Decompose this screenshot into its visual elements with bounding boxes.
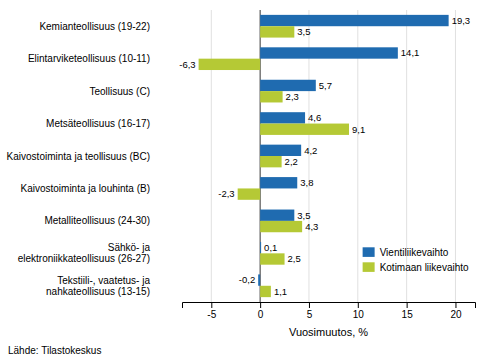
grid-line xyxy=(455,10,456,302)
legend: Vientiliikevaihto Kotimaan liikevaihto xyxy=(363,247,469,273)
data-label: 3,5 xyxy=(297,26,310,37)
tick-mark xyxy=(309,302,310,308)
data-label: 19,3 xyxy=(452,15,471,26)
data-label: -2,3 xyxy=(218,188,234,199)
grid-line xyxy=(211,10,212,302)
tick: Metsäteollisuus (16-17) xyxy=(46,118,150,129)
tick-mark xyxy=(211,302,212,308)
bar xyxy=(260,210,294,221)
data-label: 4,2 xyxy=(304,145,317,156)
legend-label: Kotimaan liikevaihto xyxy=(380,262,469,273)
tick: Tekstiili-, vaatetus- janahkateollisuus … xyxy=(46,275,150,297)
category-label: Metsäteollisuus (16-17) xyxy=(46,118,150,129)
tick: 0 xyxy=(258,302,264,320)
tick: Teollisuus (C) xyxy=(89,86,150,97)
legend-swatch xyxy=(363,262,375,272)
x-axis: -5 0 5 10 15 20 xyxy=(183,302,476,320)
tick-mark xyxy=(407,302,408,308)
chart: -0,2 0,1 3,5 3,8 4,2 4,6 5,7 14,1 19,3 1,1 2,5 4,3 -… xyxy=(0,0,493,360)
tick: -5 xyxy=(207,302,216,320)
category-label: Metalliteollisuus (24-30) xyxy=(44,215,150,226)
bar xyxy=(260,47,398,58)
category-label: Kaivostoiminta ja louhinta (B) xyxy=(20,183,150,194)
data-label: 4,6 xyxy=(308,112,321,123)
legend-label: Vientiliikevaihto xyxy=(380,247,449,258)
legend-entry: Kotimaan liikevaihto xyxy=(363,262,469,273)
bar xyxy=(258,274,260,285)
bar xyxy=(260,91,282,102)
tick: Elintarviketeollisuus (10-11) xyxy=(28,53,150,64)
tick: Sähkö- jaelektroniikkateollisuus (26-27) xyxy=(18,242,151,264)
bar xyxy=(260,15,448,26)
data-label: 3,5 xyxy=(297,210,310,221)
data-label: 2,2 xyxy=(285,156,298,167)
tick: Kemianteollisuus (19-22) xyxy=(39,21,150,32)
category-label: Kemianteollisuus (19-22) xyxy=(39,21,150,32)
tick: Kaivostoiminta ja teollisuus (BC) xyxy=(7,151,150,162)
tick: Kaivostoiminta ja louhinta (B) xyxy=(20,183,150,194)
tick-label: 20 xyxy=(450,309,462,320)
tick-label: 5 xyxy=(307,309,313,320)
legend-swatch xyxy=(363,247,375,257)
tick: 20 xyxy=(450,302,462,320)
data-label: -6,3 xyxy=(179,59,195,70)
bar xyxy=(238,188,260,199)
tick-label: -5 xyxy=(207,309,216,320)
tick-mark xyxy=(260,302,261,308)
data-label: -0,2 xyxy=(239,274,255,285)
category-label: Teollisuus (C) xyxy=(89,86,150,97)
bar xyxy=(260,145,301,156)
bar xyxy=(260,112,305,123)
x-axis-title: Vuosimuutos, % xyxy=(289,326,368,338)
data-label: 0,1 xyxy=(264,242,277,253)
data-label: 14,1 xyxy=(401,47,420,58)
category-label: Sähkö- jaelektroniikkateollisuus (26-27) xyxy=(18,242,151,264)
bar xyxy=(260,253,284,264)
plot: -0,2 0,1 3,5 3,8 4,2 4,6 5,7 14,1 19,3 1,1 2,5 4,3 -… xyxy=(7,10,476,320)
bar xyxy=(260,221,302,232)
tick-mark xyxy=(455,302,456,308)
category-label: Kaivostoiminta ja teollisuus (BC) xyxy=(7,151,150,162)
data-label: 4,3 xyxy=(305,221,318,232)
tick: Metalliteollisuus (24-30) xyxy=(44,215,150,226)
tick: 10 xyxy=(353,302,365,320)
annotation: Lähde: Tilastokeskus xyxy=(8,345,101,356)
category-label: Tekstiili-, vaatetus- janahkateollisuus … xyxy=(46,275,150,297)
data-labels: -0,2 0,1 3,5 3,8 4,2 4,6 5,7 14,1 19,3 1,1 2,5 4,3 -… xyxy=(179,15,470,297)
bar xyxy=(260,124,349,135)
tick-label: 0 xyxy=(258,309,264,320)
bar xyxy=(260,26,294,37)
tick-label: 10 xyxy=(353,309,365,320)
category-label: Elintarviketeollisuus (10-11) xyxy=(28,53,150,64)
data-label: 2,5 xyxy=(288,253,301,264)
bar xyxy=(199,59,261,70)
data-label: 3,8 xyxy=(300,177,313,188)
bar xyxy=(260,156,281,167)
y-axis: Tekstiili-, vaatetus- janahkateollisuus … xyxy=(7,21,151,297)
bar xyxy=(260,286,271,297)
legend-entry: Vientiliikevaihto xyxy=(363,247,449,258)
data-label: 1,1 xyxy=(274,286,287,297)
grid xyxy=(211,10,455,302)
bar xyxy=(260,242,262,253)
bar xyxy=(260,177,297,188)
tick-mark xyxy=(358,302,359,308)
data-label: 9,1 xyxy=(352,124,365,135)
tick: 5 xyxy=(307,302,313,320)
tick-label: 15 xyxy=(402,309,414,320)
data-label: 2,3 xyxy=(286,91,299,102)
axis-line xyxy=(183,303,476,309)
data-label: 5,7 xyxy=(319,80,332,91)
bar xyxy=(260,80,316,91)
bars xyxy=(199,15,449,297)
tick: 15 xyxy=(402,302,414,320)
